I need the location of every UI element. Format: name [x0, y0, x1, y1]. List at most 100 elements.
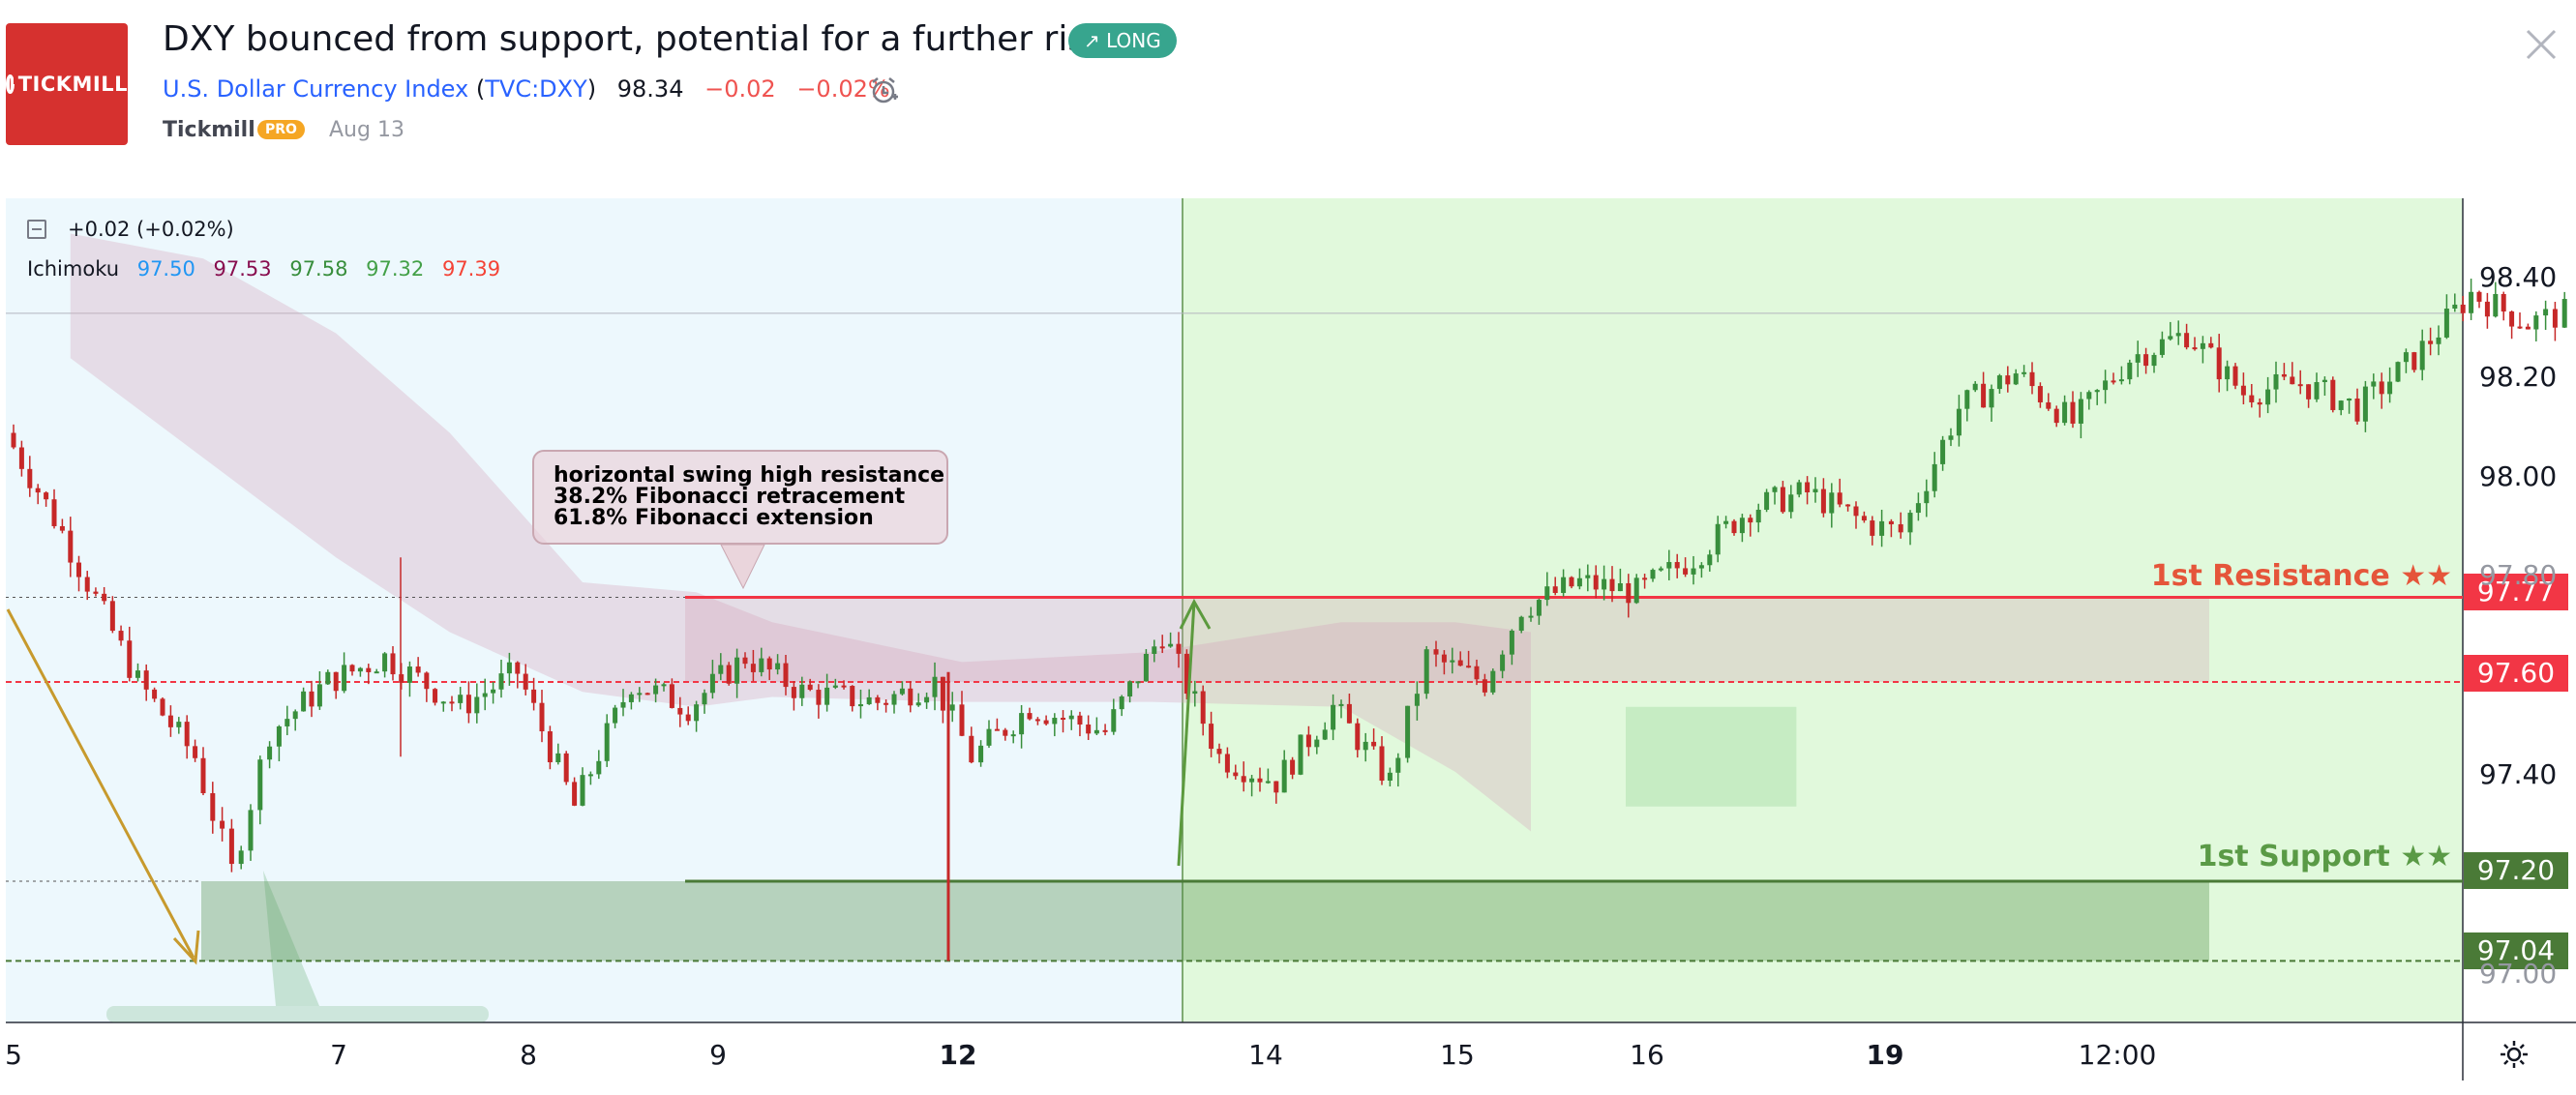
candle-body: [498, 673, 504, 690]
candle-body: [2168, 336, 2173, 340]
candle-body: [1192, 691, 1198, 695]
candle-body: [68, 530, 74, 563]
candle-body: [2005, 375, 2011, 385]
candle-body: [969, 735, 974, 763]
candle-body: [924, 696, 930, 703]
candle-body: [613, 707, 618, 724]
resistance-annotation[interactable]: horizontal swing high resistance 38.2% F…: [532, 450, 948, 545]
candle-body: [932, 676, 938, 697]
candle-body: [51, 499, 57, 526]
candle-body: [193, 746, 198, 758]
candle-body: [604, 723, 610, 761]
candle-body: [2062, 401, 2068, 424]
candle-body: [1518, 616, 1524, 632]
candle-body: [1552, 586, 1558, 593]
alarm-clock-icon[interactable]: [869, 75, 900, 106]
candle-body: [2281, 373, 2287, 377]
candle-body: [424, 672, 430, 690]
tickmill-logo[interactable]: TICKMILL: [6, 23, 128, 145]
price-chart[interactable]: [0, 198, 2576, 1088]
candle-body: [1490, 670, 1496, 693]
candle-body: [1043, 720, 1049, 725]
candle-body: [325, 671, 331, 685]
candle-body: [1305, 734, 1311, 748]
candle-body: [2192, 347, 2198, 350]
candle-body: [1281, 759, 1287, 793]
collapse-legend-icon[interactable]: [27, 220, 46, 239]
candle-body: [238, 850, 244, 865]
support-zone: [201, 881, 2209, 962]
candle-body: [1593, 575, 1599, 590]
candle-body: [285, 719, 290, 726]
candle-body: [210, 792, 216, 821]
candle-body: [1964, 390, 1970, 409]
candle-body: [915, 702, 921, 706]
symbol-price: 98.34: [616, 75, 684, 103]
candle-body: [2094, 390, 2100, 393]
candle-body: [2428, 340, 2434, 344]
candle-body: [1298, 734, 1303, 775]
candle-body: [1845, 504, 1851, 507]
candle-body: [1796, 482, 1802, 495]
candle-body: [1168, 643, 1174, 647]
candle-body: [1996, 375, 2002, 390]
candle-body: [506, 662, 512, 674]
candle-body: [2347, 399, 2352, 401]
candle-body: [807, 684, 813, 691]
candle-body: [1626, 583, 1632, 604]
candle-body: [1405, 705, 1411, 758]
x-tick: 15: [1440, 1039, 1475, 1071]
candle-body: [2037, 386, 2043, 402]
candle-body: [1561, 577, 1567, 593]
ichimoku-value: 97.39: [441, 257, 501, 281]
candle-body: [2460, 304, 2466, 313]
candle-body: [2395, 362, 2401, 382]
candle-body: [580, 775, 585, 806]
candle-body: [669, 684, 674, 708]
candle-body: [759, 658, 764, 672]
candle-body: [11, 432, 16, 448]
ichimoku-cloud: [70, 233, 1531, 832]
candle-body: [2111, 380, 2116, 383]
ichimoku-cloud-future: [1626, 706, 1797, 807]
candle-body: [1395, 757, 1401, 773]
candle-body: [1086, 725, 1092, 734]
ichimoku-legend: Ichimoku 97.50 97.53 97.58 97.32 97.39: [27, 257, 512, 281]
candle-body: [1674, 562, 1680, 569]
symbol-code-link[interactable]: TVC:DXY: [485, 75, 587, 103]
candle-body: [2484, 301, 2490, 317]
candle-body: [1940, 439, 1946, 464]
author-name[interactable]: Tickmill: [163, 118, 255, 142]
symbol-name-link[interactable]: U.S. Dollar Currency Index: [163, 75, 469, 103]
candle-body: [276, 725, 282, 747]
candle-body: [2232, 366, 2238, 386]
gear-icon[interactable]: [2497, 1037, 2531, 1072]
candle-body: [644, 693, 650, 695]
candle-body: [2273, 373, 2279, 390]
candle-body: [1371, 741, 1377, 747]
candle-body: [891, 694, 897, 705]
candle-body: [1861, 516, 1867, 521]
close-icon[interactable]: [2522, 25, 2561, 64]
candle-body: [2561, 299, 2567, 328]
candle-body: [1723, 520, 1729, 524]
candle-body: [2297, 384, 2303, 387]
candle-body: [1683, 568, 1689, 575]
candle-body: [1780, 487, 1785, 513]
candle-body: [200, 757, 206, 793]
candle-body: [2371, 381, 2377, 387]
candle-body: [1338, 703, 1344, 706]
candle-body: [2443, 309, 2449, 338]
candle-body: [35, 488, 41, 493]
candle-body: [1602, 578, 1607, 590]
candle-body: [1879, 520, 1885, 536]
candle-body: [2184, 333, 2190, 348]
candle-body: [167, 715, 173, 727]
candle-body: [908, 688, 914, 706]
candle-body: [102, 593, 107, 602]
candle-body: [1989, 389, 1994, 408]
candle-body: [726, 665, 732, 684]
candle-body: [1617, 583, 1623, 592]
candle-body: [1433, 649, 1439, 655]
candle-body: [2022, 371, 2027, 374]
